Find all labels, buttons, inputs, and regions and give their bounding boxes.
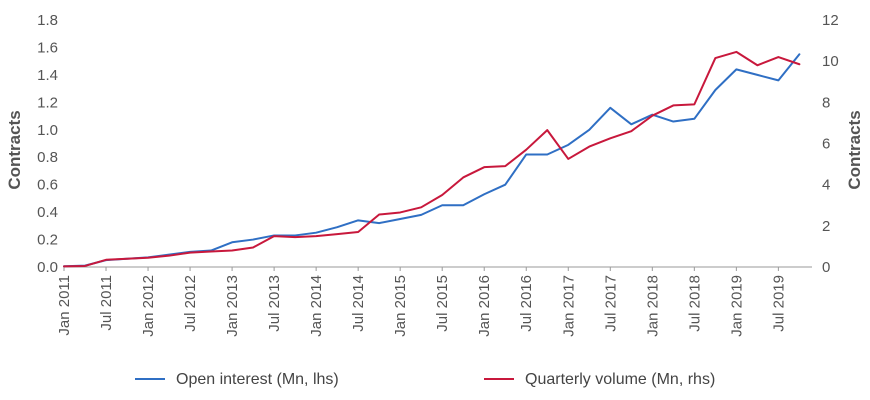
x-tick-label: Jan 2012 [140, 275, 157, 337]
left-y-tick-label: 1.4 [37, 67, 58, 84]
legend-label-open-interest: Open interest (Mn, lhs) [176, 371, 339, 388]
left-y-tick-label: 0.0 [37, 259, 58, 276]
x-tick-label: Jul 2017 [602, 275, 619, 332]
x-tick-label: Jan 2017 [560, 275, 577, 337]
x-tick-label: Jul 2014 [350, 275, 367, 332]
x-tick-label: Jan 2015 [392, 275, 409, 337]
x-tick-label: Jul 2016 [518, 275, 535, 332]
x-tick-label: Jan 2018 [644, 275, 661, 337]
left-y-tick-label: 0.4 [37, 204, 58, 221]
legend: Open interest (Mn, lhs) Quarterly volume… [135, 371, 715, 388]
axes: 0.0 0.2 0.4 0.6 0.8 1.0 1.2 1.4 1.6 1.8 0 2 4 6 8 10 12 J… [37, 12, 839, 337]
left-y-tick-label: 1.2 [37, 94, 58, 111]
x-tick-label: Jul 2012 [182, 275, 199, 332]
x-tick-label: Jul 2018 [686, 275, 703, 332]
right-y-tick-label: 12 [822, 12, 839, 29]
x-tick-label: Jan 2019 [728, 275, 745, 337]
left-axis-title: Contracts [5, 110, 24, 189]
right-y-tick-label: 2 [822, 218, 830, 235]
left-y-tick-label: 1.8 [37, 12, 58, 29]
right-y-tick-label: 0 [822, 259, 830, 276]
right-y-tick-label: 10 [822, 53, 839, 70]
x-tick-label: Jan 2016 [476, 275, 493, 337]
x-tick-label: Jan 2014 [308, 275, 325, 337]
x-tick-label: Jul 2019 [770, 275, 787, 332]
left-y-tick-label: 0.6 [37, 177, 58, 194]
left-y-tick-label: 0.8 [37, 149, 58, 166]
right-axis-title: Contracts [845, 110, 864, 189]
left-y-tick-label: 1.0 [37, 122, 58, 139]
right-y-tick-label: 6 [822, 136, 830, 153]
quarterly-volume-line [63, 50, 801, 268]
x-tick-label: Jul 2013 [266, 275, 283, 332]
left-y-tick-label: 0.2 [37, 232, 58, 249]
left-y-tick-label: 1.6 [37, 39, 58, 56]
right-y-tick-label: 8 [822, 94, 830, 111]
legend-label-quarterly-volume: Quarterly volume (Mn, rhs) [525, 371, 715, 388]
right-y-tick-label: 4 [822, 177, 830, 194]
x-tick-label: Jul 2015 [434, 275, 451, 332]
x-tick-label: Jan 2011 [56, 275, 73, 336]
series-lines [63, 50, 801, 268]
x-tick-label: Jul 2011 [98, 275, 115, 331]
open-interest-line [63, 53, 801, 268]
x-tick-label: Jan 2013 [224, 275, 241, 337]
